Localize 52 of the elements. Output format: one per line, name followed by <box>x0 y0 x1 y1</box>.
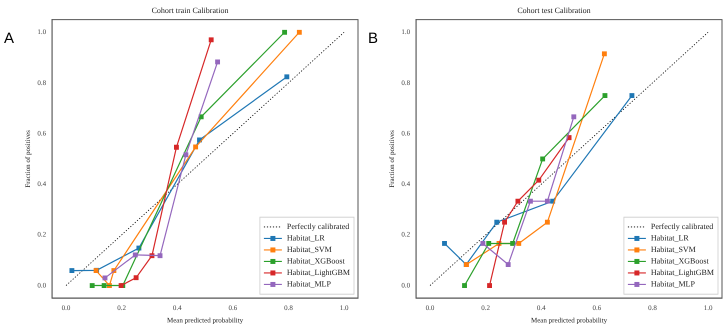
point <box>510 241 516 246</box>
legend-label: Perfectly calibrated <box>650 222 714 232</box>
legend-label: Habitat_LightGBM <box>650 268 714 278</box>
legend-label: Perfectly calibrated <box>286 222 350 232</box>
point <box>102 283 107 288</box>
point <box>462 283 467 288</box>
chart-title: Cohort test Calibration <box>517 6 591 15</box>
point <box>528 198 533 204</box>
point <box>158 253 162 258</box>
legend-label: Habitat_MLP <box>650 280 696 289</box>
point <box>502 220 508 225</box>
point <box>487 283 492 288</box>
point <box>516 241 522 246</box>
text: A <box>4 30 14 47</box>
point <box>494 220 500 225</box>
point <box>134 275 139 280</box>
point <box>480 241 486 246</box>
point <box>571 114 576 120</box>
legend-label: Habitat_SVM <box>286 245 332 254</box>
legend-label: Habitat_XGBoost <box>650 256 710 266</box>
point <box>193 144 198 150</box>
legend-label: Habitat_LR <box>650 234 690 243</box>
point <box>284 74 290 80</box>
point <box>536 178 542 183</box>
text: B <box>368 30 378 47</box>
point <box>282 30 288 35</box>
point <box>132 252 138 258</box>
point <box>486 241 492 246</box>
point <box>602 51 607 56</box>
point <box>198 114 204 120</box>
point <box>544 198 550 204</box>
point <box>215 59 220 64</box>
point <box>90 283 95 288</box>
legend-label: Habitat_MLP <box>286 280 332 289</box>
legend-label: Habitat_SVM <box>650 245 696 254</box>
point <box>208 37 214 42</box>
point <box>174 144 179 150</box>
point <box>540 156 546 162</box>
point <box>544 220 550 225</box>
chart-title: Cohort train Calibration <box>152 6 228 15</box>
legend-label: Habitat_LR <box>286 234 326 243</box>
point <box>183 152 188 158</box>
legend-label: Habitat_LightGBM <box>286 268 350 278</box>
point <box>102 276 108 280</box>
point <box>296 30 302 35</box>
point <box>515 198 520 204</box>
point <box>506 262 511 267</box>
point <box>69 268 74 274</box>
legend-label: Habitat_XGBoost <box>286 256 346 266</box>
point <box>442 241 447 246</box>
point <box>629 93 634 98</box>
point <box>602 93 608 98</box>
